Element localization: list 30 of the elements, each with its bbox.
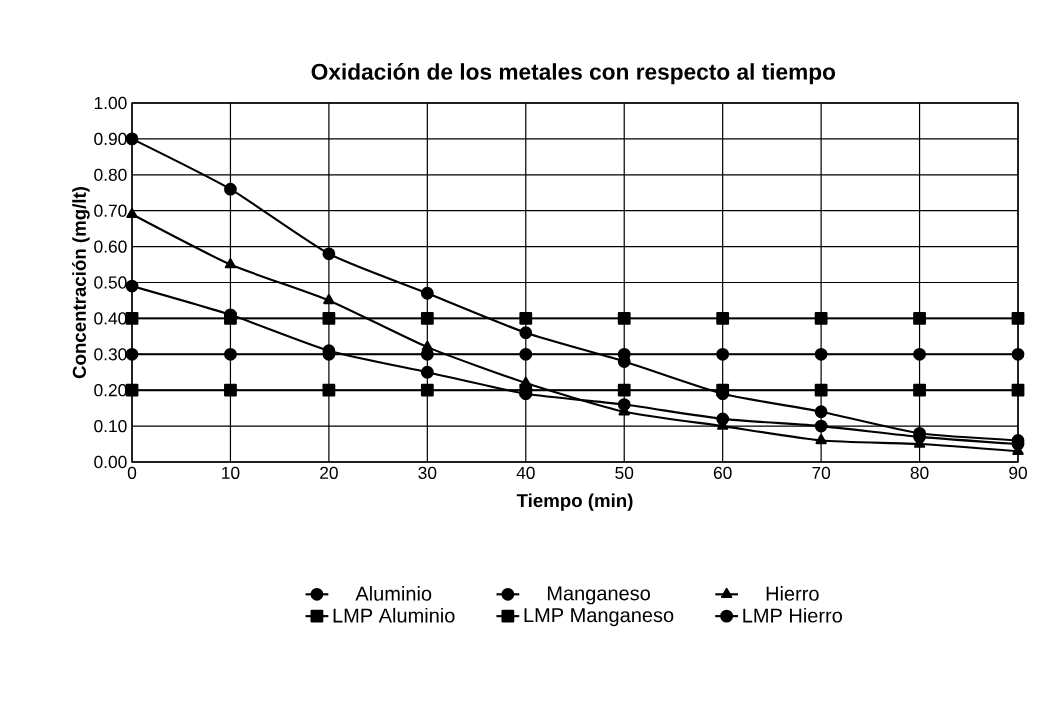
legend-label: LMP Aluminio [333,607,455,623]
x-tick-label: 20 [320,466,338,479]
y-tick-label: 0.40 [94,312,127,325]
x-tick-label: 50 [615,466,634,479]
y-tick-label: 0.70 [94,204,127,217]
y-tick-label: 0.10 [94,419,127,433]
x-tick-label: 10 [222,466,240,479]
y-tick-label: 1.00 [94,96,127,110]
y-tick-label: 0.30 [94,348,127,361]
x-tick-label: 90 [1009,466,1027,479]
y-tick-label: 0.50 [94,276,127,289]
x-tick-label: 70 [812,466,831,479]
chart-title: Oxidación de los metales con respecto al tiempo [311,62,836,85]
y-tick-label: 0.80 [94,168,127,181]
x-tick-label: 0 [127,466,137,479]
y-tick-label: 0.60 [94,240,127,253]
y-tick-label: 0.00 [94,455,127,469]
x-tick-label: 80 [910,466,929,479]
legend-label: LMP Hierro [743,607,842,623]
legend-label: Hierro [766,586,819,601]
x-tick-label: 30 [418,466,437,479]
y-axis-title: Concentración (mg/lt) [72,186,90,379]
legend-label: Aluminio [355,586,432,601]
x-tick-label: 40 [516,466,535,479]
x-axis-title: Tiempo (min) [516,493,633,511]
y-tick-label: 0.90 [94,132,127,146]
y-tick-label: 0.20 [94,384,127,397]
legend-label: Manganeso [547,586,650,605]
legend-label: LMP Manganeso [524,608,674,627]
x-tick-label: 60 [713,466,732,479]
